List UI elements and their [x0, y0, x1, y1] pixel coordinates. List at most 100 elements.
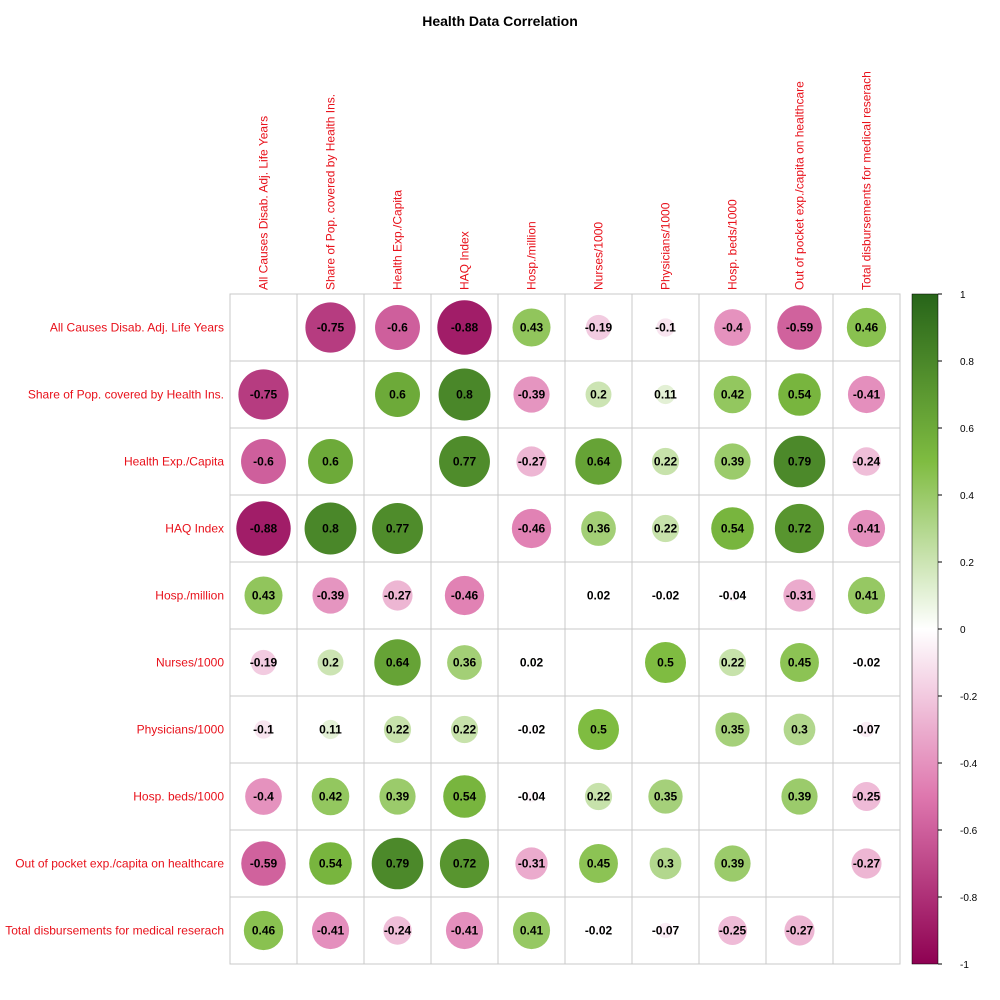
cell-value-label: 0.22 [386, 723, 410, 737]
row-label: Physicians/1000 [137, 723, 225, 737]
cell-value-label: 0.41 [520, 924, 544, 938]
cell-value-label: -0.88 [451, 321, 479, 335]
cell-value-label: -0.75 [250, 388, 278, 402]
cell-value-label: -0.02 [652, 589, 680, 603]
correlation-circle [847, 576, 886, 615]
correlation-circle [236, 501, 291, 556]
colorbar-tick-label: 0.4 [960, 491, 974, 502]
cell-value-label: 0.6 [322, 455, 339, 469]
correlation-circle [852, 782, 881, 811]
column-label: Hosp. beds/1000 [726, 199, 740, 290]
cell-value-label: 0.6 [389, 388, 406, 402]
cell-value-label: 0.11 [654, 388, 677, 402]
correlation-circle [512, 911, 551, 950]
cell-value-label: -0.04 [719, 589, 747, 603]
correlation-circle [439, 436, 490, 487]
correlation-circle [245, 778, 282, 815]
correlation-circle [778, 373, 821, 416]
row-label: Out of pocket exp./capita on healthcare [15, 857, 224, 871]
correlation-circle [594, 591, 603, 600]
correlation-circle [585, 381, 612, 408]
correlation-circle [250, 649, 277, 676]
column-label: Physicians/1000 [659, 202, 673, 290]
correlation-circle [241, 841, 286, 886]
cell-value-label: 0.64 [587, 455, 611, 469]
cell-value-label: 0.43 [252, 589, 276, 603]
cell-value-label: 0.2 [590, 388, 607, 402]
colorbar-gradient [911, 293, 939, 965]
column-label: Share of Pop. covered by Health Ins. [324, 94, 338, 290]
cell-value-label: -0.02 [518, 723, 546, 737]
correlation-circle [311, 777, 350, 816]
correlation-circle [577, 708, 620, 751]
row-label: Share of Pop. covered by Health Ins. [28, 388, 224, 402]
cell-value-label: -0.31 [518, 857, 546, 871]
cell-value-label: -0.07 [652, 924, 680, 938]
correlation-circle [851, 848, 882, 879]
correlation-circle [714, 443, 751, 480]
cell-value-label: 0.8 [322, 522, 339, 536]
correlation-circle [651, 514, 680, 543]
cell-value-label: -0.1 [655, 321, 676, 335]
cell-value-label: 0.35 [721, 723, 745, 737]
cell-value-label: 0.41 [855, 589, 879, 603]
cell-value-label: 0.42 [319, 790, 343, 804]
column-label: All Causes Disab. Adj. Life Years [257, 116, 271, 290]
correlation-circle [437, 300, 492, 355]
correlation-circle [774, 503, 825, 554]
column-label: Hosp./million [525, 221, 539, 290]
correlation-circle [862, 658, 871, 667]
correlation-circle [382, 580, 413, 611]
correlation-circle [527, 725, 536, 734]
row-label: Total disbursements for medical reserach [5, 924, 224, 938]
cell-value-label: -0.4 [722, 321, 743, 335]
cell-value-label: -0.75 [317, 321, 345, 335]
correlation-circle [714, 309, 751, 346]
cell-value-label: -0.04 [518, 790, 546, 804]
cell-value-label: 0.8 [456, 388, 473, 402]
matrix-grid [229, 293, 901, 965]
correlation-circle [784, 915, 815, 946]
cell-value-label: 0.72 [788, 522, 812, 536]
cell-value-label: 0.54 [721, 522, 745, 536]
correlation-circle [575, 438, 622, 485]
correlation-circle [858, 721, 875, 738]
colorbar-tick-label: -0.2 [960, 692, 978, 703]
correlation-circle [383, 916, 412, 945]
cell-value-label: -0.19 [250, 656, 278, 670]
cell-value-label: 0.39 [788, 790, 812, 804]
cell-value-label: -0.27 [786, 924, 814, 938]
correlation-circle [513, 376, 550, 413]
cell-value-label: 0.54 [453, 790, 477, 804]
cell-value-label: 0.77 [386, 522, 410, 536]
colorbar-tick-label: -0.6 [960, 826, 978, 837]
correlation-circle [511, 508, 552, 549]
colorbar-tick-label: 1 [960, 290, 966, 301]
column-labels: All Causes Disab. Adj. Life Years Share o… [257, 71, 874, 290]
correlation-circle [444, 575, 485, 616]
correlation-circle [656, 318, 675, 337]
correlation-circle [657, 922, 674, 939]
row-labels: All Causes Disab. Adj. Life Years Share o… [5, 321, 224, 938]
cell-value-label: -0.88 [250, 522, 278, 536]
correlation-circle [584, 782, 613, 811]
cell-value-label: -0.41 [853, 522, 881, 536]
cell-value-label: -0.59 [786, 321, 814, 335]
cell-value-label: 0.36 [453, 656, 477, 670]
cell-value-label: -0.46 [451, 589, 479, 603]
correlation-circle [311, 911, 350, 950]
column-label: Health Exp./Capita [391, 190, 405, 290]
correlation-circle [773, 435, 826, 488]
cell-value-label: -0.24 [853, 455, 881, 469]
correlation-circle [254, 720, 273, 739]
colorbar-tick-label: 0.8 [960, 357, 974, 368]
cell-value-label: 0.22 [654, 455, 678, 469]
matrix-cells: -0.75 -0.6 -0.88 0.43 -0.19 -0.1 -0.4 -0.59 0.46… [236, 300, 887, 951]
correlation-circle [375, 305, 420, 350]
cell-value-label: -0.41 [317, 924, 345, 938]
correlation-circle [243, 910, 284, 951]
correlation-circle [312, 577, 349, 614]
correlation-circle [317, 649, 344, 676]
cell-value-label: 0.11 [319, 723, 342, 737]
